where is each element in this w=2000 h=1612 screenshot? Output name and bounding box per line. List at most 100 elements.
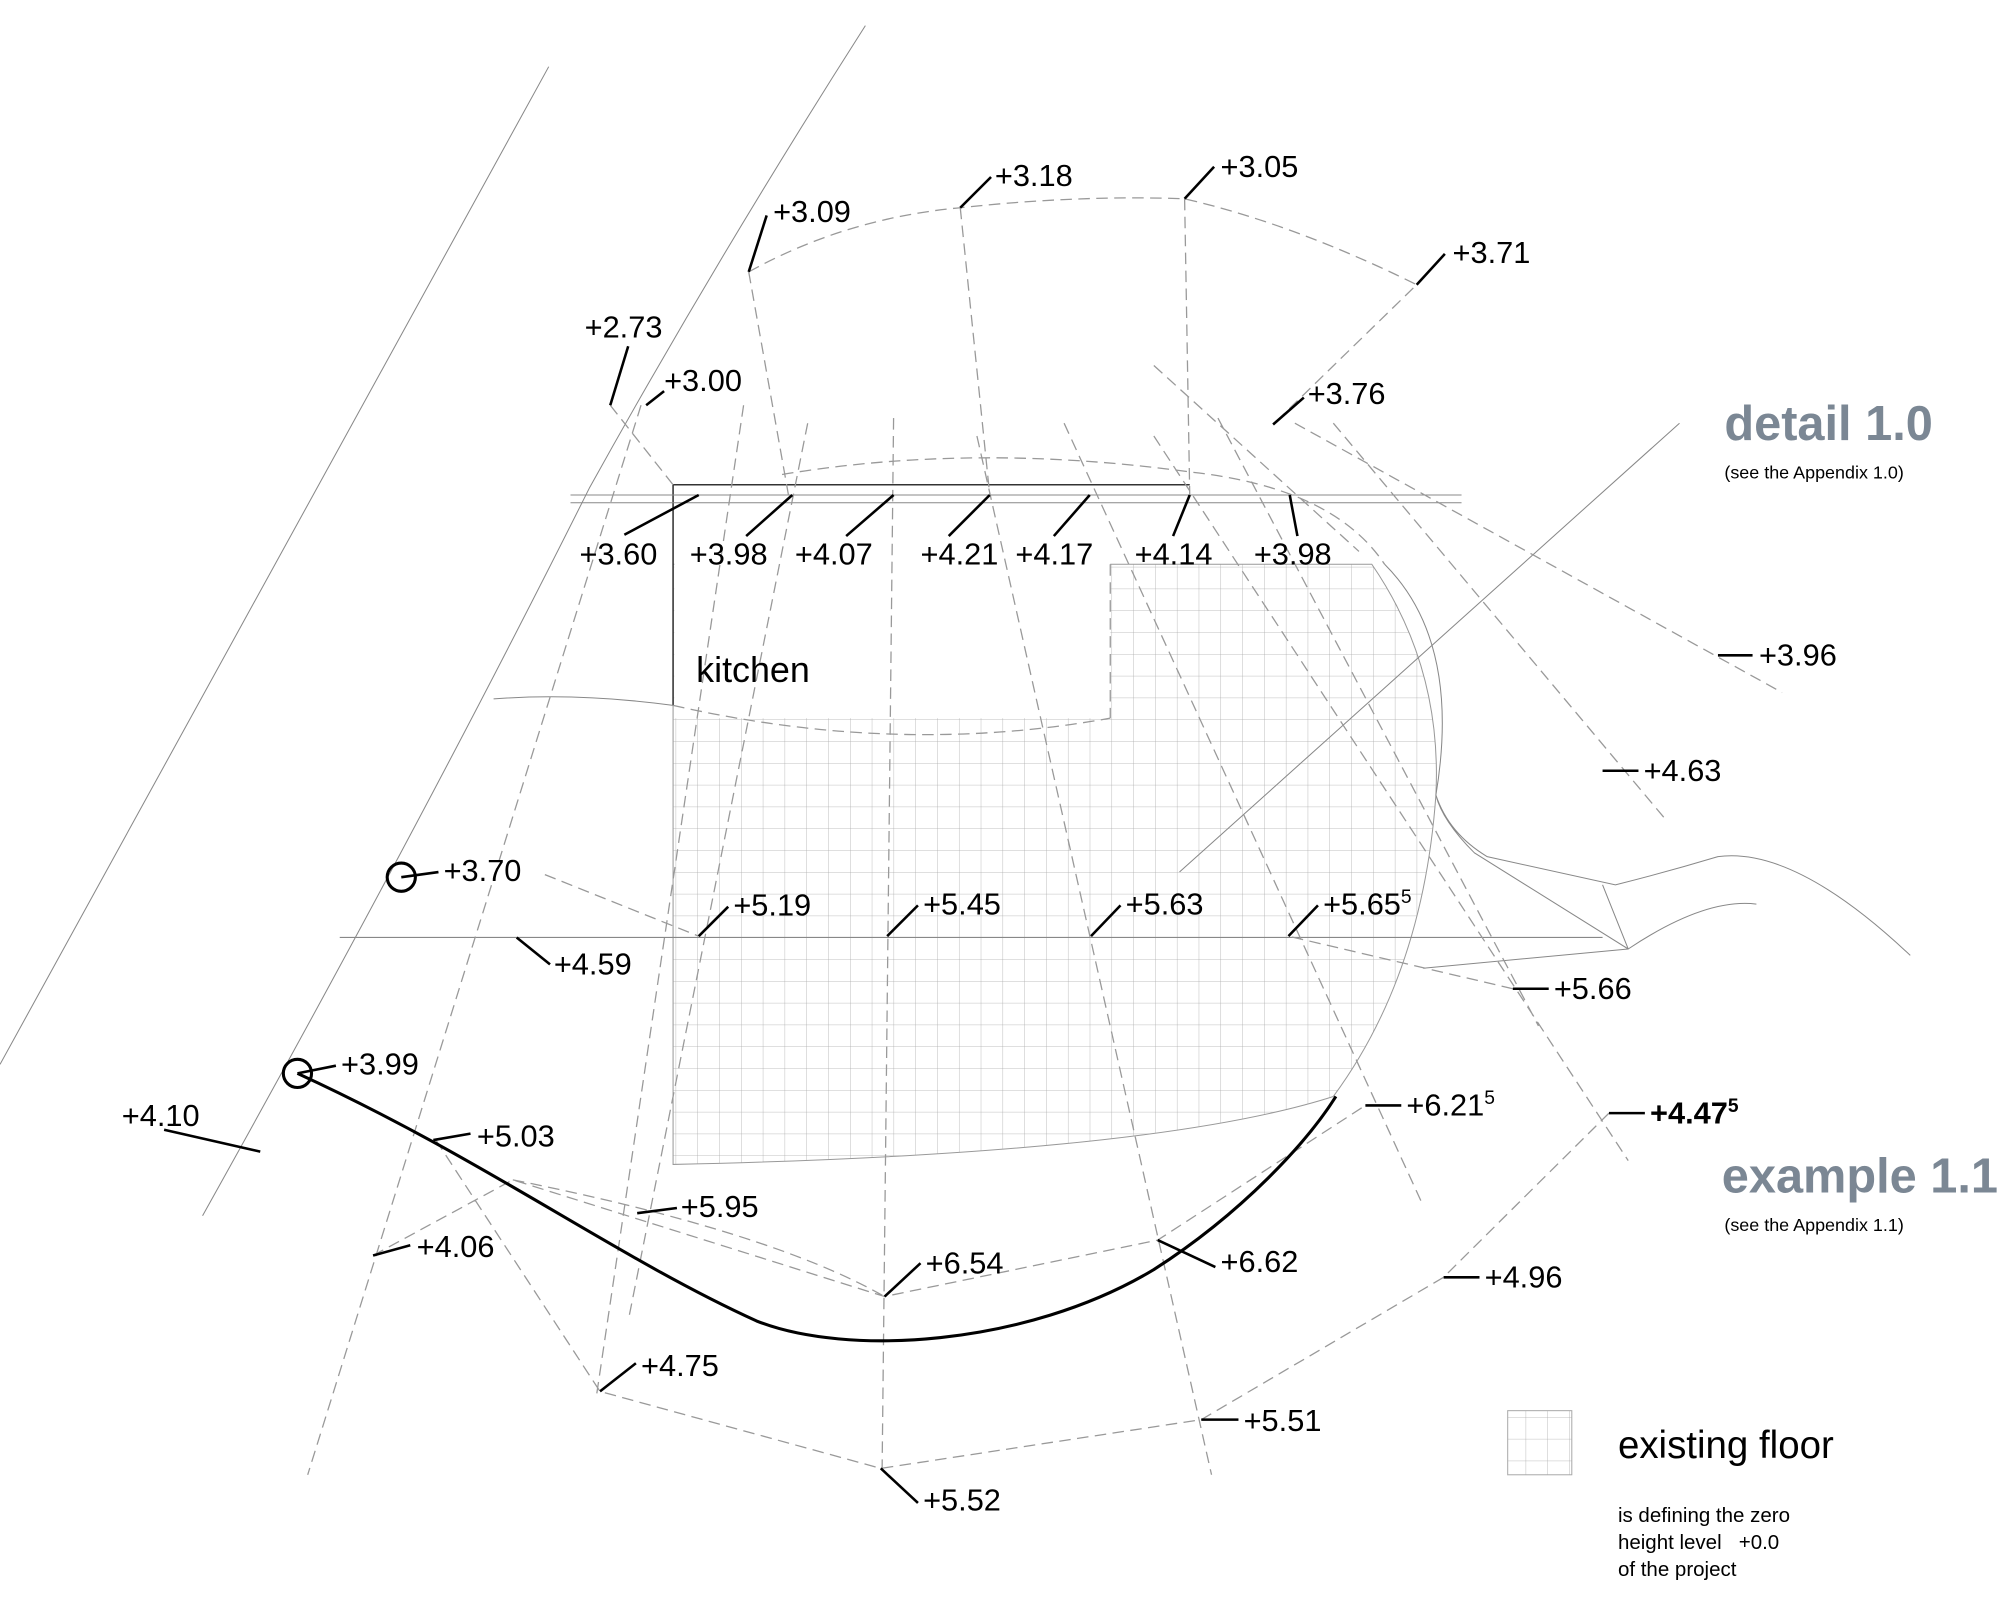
- level-marker: +5.63: [1090, 886, 1203, 938]
- leader-line: [697, 905, 730, 938]
- leader-line: [1090, 904, 1122, 938]
- leader-line: [645, 390, 665, 407]
- level-label: +3.18: [995, 158, 1073, 193]
- level-marker: +6.54: [883, 1245, 1004, 1298]
- level-value: +5.45: [923, 886, 1001, 921]
- level-superscript: 5: [1728, 1096, 1739, 1117]
- leader-line: [372, 1243, 411, 1257]
- level-marker: +5.45: [886, 886, 1001, 938]
- level-label: +4.17: [1015, 536, 1093, 571]
- leader-line: [1171, 494, 1191, 537]
- level-label: +3.05: [1221, 149, 1299, 184]
- level-marker: +5.52: [879, 1467, 1001, 1518]
- level-label: +3.96: [1759, 638, 1837, 673]
- level-label: +4.06: [417, 1229, 495, 1264]
- leader-line: [879, 1467, 919, 1504]
- level-marker: +3.98: [690, 494, 794, 571]
- level-marker: +6.215: [1365, 1088, 1495, 1123]
- level-value: +3.70: [444, 853, 522, 888]
- level-value: +4.59: [554, 947, 632, 982]
- level-label: +3.00: [664, 363, 742, 398]
- level-value: +2.73: [585, 309, 663, 344]
- level-value: +6.54: [926, 1245, 1004, 1280]
- level-marker: +3.00: [645, 363, 742, 407]
- leader-line: [886, 904, 919, 938]
- level-value: +4.10: [122, 1098, 200, 1133]
- level-marker: +3.71: [1415, 235, 1531, 286]
- level-marker: +4.475: [1608, 1095, 1739, 1130]
- leader-line: [959, 176, 992, 209]
- level-label: +4.63: [1644, 753, 1722, 788]
- level-label: +3.70: [444, 853, 522, 888]
- level-label: +4.14: [1135, 536, 1213, 571]
- level-value: +5.66: [1554, 971, 1632, 1006]
- leader-line: [297, 1064, 337, 1075]
- level-marker: +4.17: [1015, 494, 1093, 571]
- level-label: +6.54: [926, 1245, 1004, 1280]
- legend-note: of the project: [1618, 1558, 1737, 1581]
- level-marker: +4.21: [921, 494, 999, 571]
- leader-line: [163, 1128, 261, 1153]
- level-label: +3.60: [579, 536, 657, 571]
- level-value: +5.65: [1323, 886, 1401, 921]
- level-value: +4.14: [1135, 536, 1213, 571]
- level-value: +3.98: [690, 536, 768, 571]
- leader-line: [1272, 396, 1305, 426]
- legend-swatch: [1507, 1410, 1573, 1476]
- level-marker: +3.09: [747, 194, 851, 273]
- level-value: +4.21: [921, 536, 999, 571]
- level-value: +3.76: [1308, 376, 1386, 411]
- level-marker: +3.96: [1717, 638, 1837, 673]
- level-marker: +4.75: [599, 1348, 719, 1393]
- level-marker: +5.655: [1287, 886, 1412, 938]
- level-value: +3.00: [664, 363, 742, 398]
- level-value: +3.09: [773, 194, 851, 229]
- level-marker: +5.03: [433, 1118, 555, 1153]
- level-label: +4.21: [921, 536, 999, 571]
- level-value: +4.17: [1015, 536, 1093, 571]
- leader-line: [1052, 494, 1091, 537]
- level-value: +6.21: [1406, 1088, 1484, 1123]
- level-value: +3.05: [1221, 149, 1299, 184]
- leader-line: [947, 494, 991, 537]
- leader-line: [623, 493, 700, 536]
- level-label: +3.98: [1254, 536, 1332, 571]
- level-marker: +2.73: [585, 309, 663, 406]
- level-label: +5.66: [1554, 971, 1632, 1006]
- level-marker: +5.95: [637, 1189, 759, 1224]
- level-marker: +4.63: [1602, 753, 1722, 788]
- level-value: +6.62: [1221, 1244, 1299, 1279]
- legend-title: existing floor: [1618, 1424, 1834, 1467]
- leader-line: [1415, 253, 1446, 286]
- level-label: +3.71: [1453, 235, 1531, 270]
- leader-line: [515, 936, 551, 966]
- level-marker: +3.70: [385, 853, 522, 893]
- leader-line: [845, 494, 895, 538]
- level-label: +6.215: [1406, 1088, 1495, 1123]
- leader-line: [1287, 904, 1319, 938]
- level-value: +5.19: [733, 888, 811, 923]
- level-marker: +4.96: [1443, 1260, 1563, 1295]
- level-marker: +4.07: [795, 494, 895, 571]
- level-label: +4.96: [1485, 1260, 1563, 1295]
- level-value: +4.96: [1485, 1260, 1563, 1295]
- leader-line: [609, 345, 630, 406]
- level-label: +3.98: [690, 536, 768, 571]
- level-value: +4.47: [1650, 1095, 1728, 1130]
- leader-line: [599, 1362, 637, 1393]
- legend-note: height level +0.0: [1618, 1531, 1779, 1554]
- leader-line: [401, 870, 439, 879]
- level-marker: +6.62: [1157, 1238, 1299, 1279]
- level-marker: +4.14: [1135, 494, 1213, 571]
- level-label: +3.99: [341, 1047, 419, 1082]
- level-label: +5.51: [1244, 1403, 1322, 1438]
- leader-line: [637, 1206, 678, 1215]
- level-label: +3.09: [773, 194, 851, 229]
- level-marker: +3.18: [959, 158, 1073, 209]
- level-label: +6.62: [1221, 1244, 1299, 1279]
- level-value: +4.06: [417, 1229, 495, 1264]
- level-marker: +4.59: [515, 936, 632, 982]
- level-label: +4.07: [795, 536, 873, 571]
- level-marker: +3.60: [579, 493, 700, 571]
